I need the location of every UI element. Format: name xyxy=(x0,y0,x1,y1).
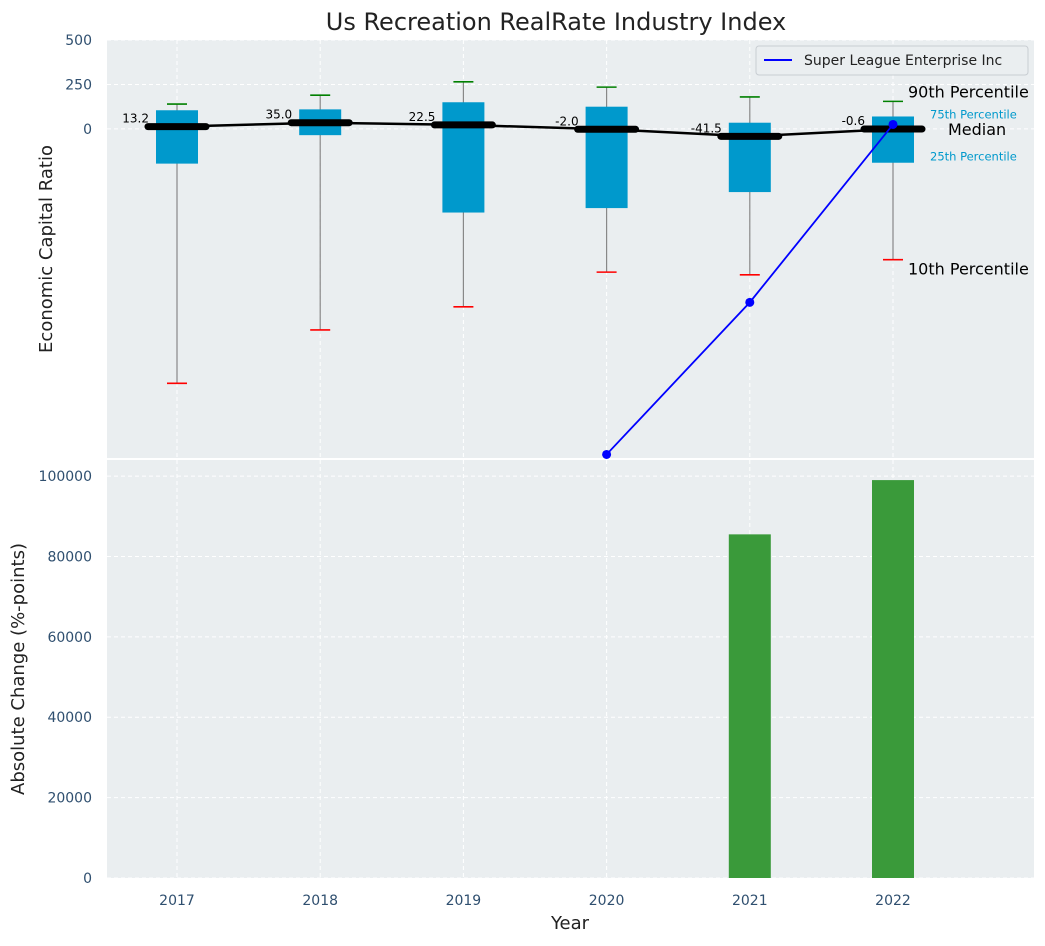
legend: Super League Enterprise Inc xyxy=(755,45,1029,76)
bottom-y-axis-label: Absolute Change (%-points) xyxy=(8,543,29,795)
bottom-y-tick-label: 60000 xyxy=(47,630,92,646)
bottom-y-tick-label: 0 xyxy=(83,871,92,887)
change-bar xyxy=(728,534,771,878)
median-value-label: 22.5 xyxy=(409,110,436,124)
iqr-box xyxy=(442,102,485,213)
bottom-y-tick-label: 20000 xyxy=(47,791,92,807)
chart-title: Us Recreation RealRate Industry Index xyxy=(326,8,787,36)
x-axis-label: Year xyxy=(550,913,590,934)
median-label: Median xyxy=(948,120,1006,139)
top-y-ticks: 0 250 500 xyxy=(65,33,92,138)
top-y-tick-label: 500 xyxy=(65,33,92,49)
top-y-tick-label: 250 xyxy=(65,77,92,93)
top-plot-area xyxy=(107,40,1034,458)
x-tick-label: 2017 xyxy=(159,893,195,909)
p75-label: 75th Percentile xyxy=(930,107,1017,121)
median-value-label: 35.0 xyxy=(265,108,292,122)
p90-label: 90th Percentile xyxy=(908,82,1029,101)
median-value-label: 13.2 xyxy=(122,112,149,126)
p25-label: 25th Percentile xyxy=(930,150,1017,164)
bottom-y-ticks: 0 20000 40000 60000 80000 100000 xyxy=(39,469,92,887)
legend-label: Super League Enterprise Inc xyxy=(804,53,1002,69)
top-y-axis-label: Economic Capital Ratio xyxy=(36,145,57,353)
median-value-label: -0.6 xyxy=(842,114,865,128)
median-value-label: -41.5 xyxy=(691,121,722,135)
x-axis-ticks: 2017 2018 2019 2020 2021 2022 xyxy=(159,893,911,909)
company-series xyxy=(602,119,898,459)
median-trend: 13.2 35.0 22.5 -2.0 -41.5 -0.6 xyxy=(122,108,926,140)
top-y-tick-label: 0 xyxy=(83,122,92,138)
bottom-y-tick-label: 80000 xyxy=(47,549,92,565)
bottom-bars xyxy=(728,480,914,878)
p10-label: 10th Percentile xyxy=(908,260,1029,279)
median-value-label: -2.0 xyxy=(555,114,578,128)
x-tick-label: 2021 xyxy=(732,893,768,909)
x-tick-label: 2020 xyxy=(589,893,625,909)
x-tick-label: 2018 xyxy=(302,893,338,909)
x-tick-label: 2019 xyxy=(446,893,482,909)
iqr-box xyxy=(156,110,198,164)
legend-box xyxy=(755,45,1029,76)
company-point xyxy=(745,297,755,307)
company-point xyxy=(888,119,898,129)
x-tick-label: 2022 xyxy=(875,893,911,909)
bottom-y-tick-label: 40000 xyxy=(47,710,92,726)
bottom-y-tick-label: 100000 xyxy=(39,469,92,485)
iqr-box xyxy=(585,106,628,209)
change-bar xyxy=(872,480,914,878)
company-point xyxy=(602,449,612,459)
